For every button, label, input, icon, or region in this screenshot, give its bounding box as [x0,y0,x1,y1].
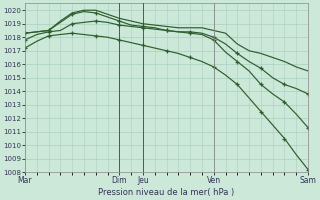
X-axis label: Pression niveau de la mer( hPa ): Pression niveau de la mer( hPa ) [98,188,235,197]
